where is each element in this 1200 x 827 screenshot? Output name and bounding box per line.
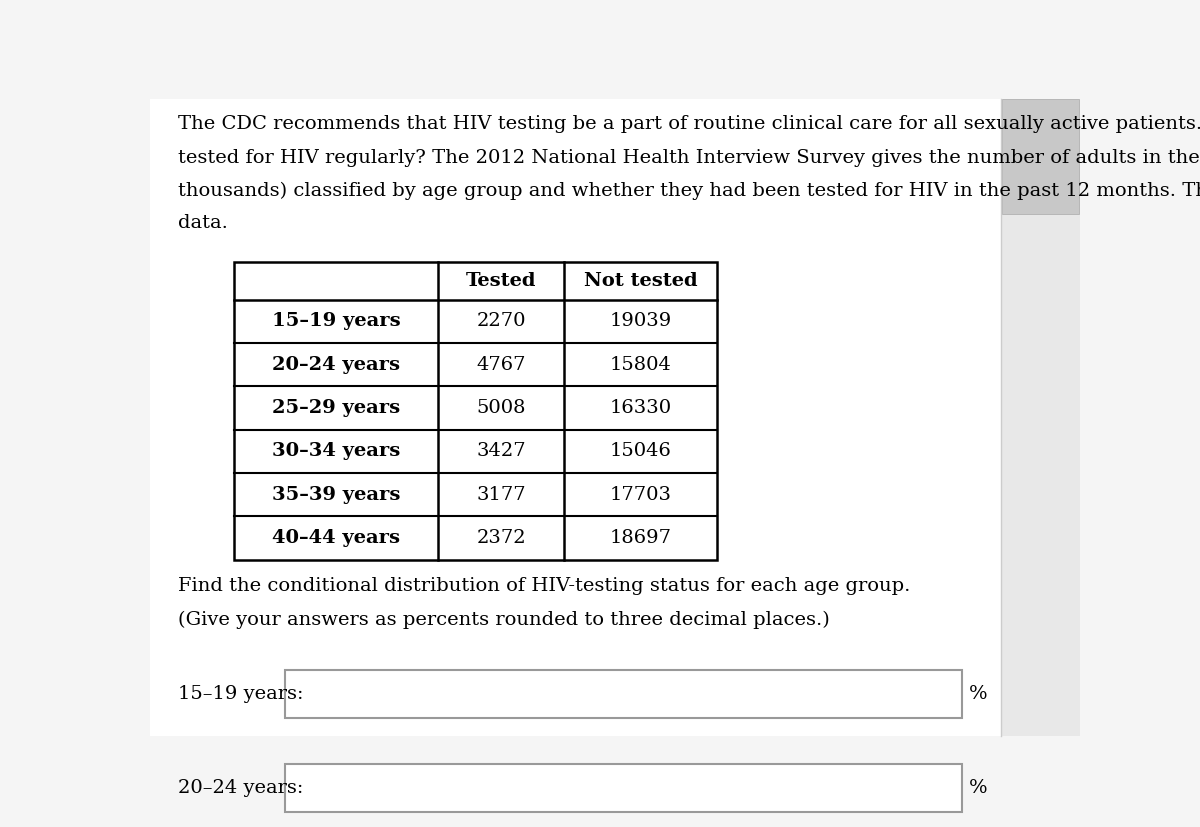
Text: 19039: 19039	[610, 313, 672, 331]
Text: 20–24 years:: 20–24 years:	[178, 779, 304, 796]
Text: 3177: 3177	[476, 485, 526, 504]
Text: 15–19 years:: 15–19 years:	[178, 685, 304, 703]
Text: (Give your answers as percents rounded to three decimal places.): (Give your answers as percents rounded t…	[178, 610, 829, 629]
Text: 15804: 15804	[610, 356, 672, 374]
Text: 16330: 16330	[610, 399, 672, 417]
Text: 5008: 5008	[476, 399, 526, 417]
Text: %: %	[968, 779, 988, 796]
Text: 18697: 18697	[610, 529, 672, 547]
Text: 20–24 years: 20–24 years	[272, 356, 400, 374]
Text: 35–39 years: 35–39 years	[272, 485, 400, 504]
Text: 25–29 years: 25–29 years	[272, 399, 400, 417]
Bar	[1001, 99, 1080, 736]
Bar	[1002, 99, 1079, 214]
Text: 3427: 3427	[476, 442, 526, 461]
Bar	[284, 764, 962, 811]
Bar	[284, 670, 962, 718]
Text: Find the conditional distribution of HIV-testing status for each age group.: Find the conditional distribution of HIV…	[178, 577, 911, 595]
Text: 30–34 years: 30–34 years	[272, 442, 400, 461]
Text: data.: data.	[178, 214, 228, 232]
Bar	[234, 261, 718, 560]
Text: thousands) classified by age group and whether they had been tested for HIV in t: thousands) classified by age group and w…	[178, 181, 1200, 199]
Text: Not tested: Not tested	[583, 272, 697, 289]
Text: 4767: 4767	[476, 356, 526, 374]
Text: 17703: 17703	[610, 485, 672, 504]
Text: %: %	[968, 685, 988, 703]
Text: The CDC recommends that HIV testing be a part of routine clinical care for all s: The CDC recommends that HIV testing be a…	[178, 115, 1200, 133]
Text: 15–19 years: 15–19 years	[271, 313, 401, 331]
Text: tested for HIV regularly? The 2012 National Health Interview Survey gives the nu: tested for HIV regularly? The 2012 Natio…	[178, 148, 1200, 166]
Text: 40–44 years: 40–44 years	[272, 529, 400, 547]
Text: 2372: 2372	[476, 529, 526, 547]
Text: 2270: 2270	[476, 313, 526, 331]
Text: 15046: 15046	[610, 442, 672, 461]
Text: Tested: Tested	[466, 272, 536, 289]
